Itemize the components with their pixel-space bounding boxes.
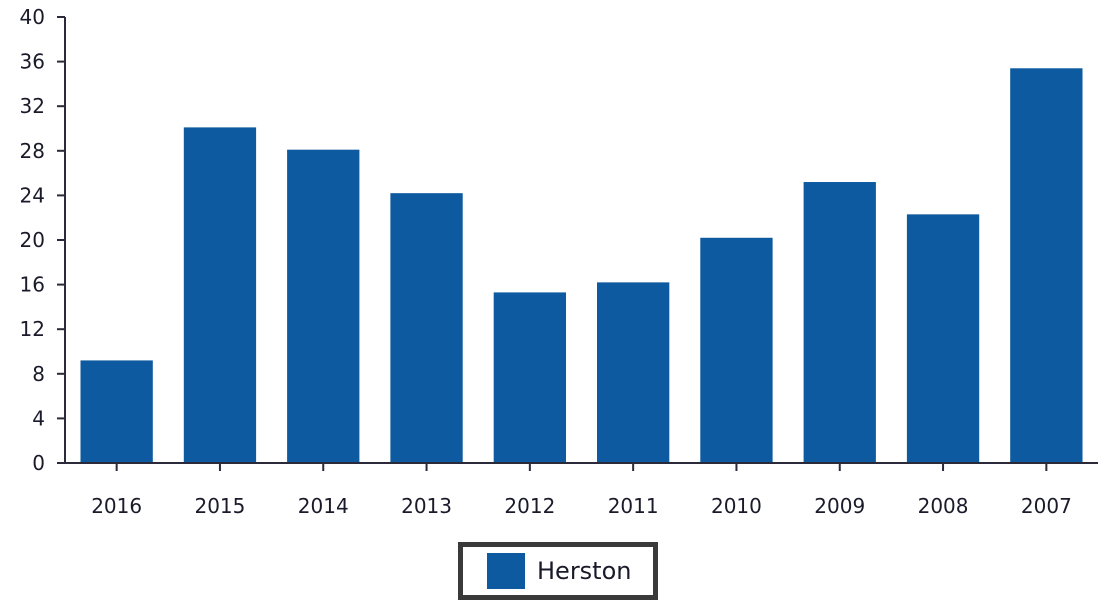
- y-axis-ticks: 0 4 8 12 16 20 24 28 32 36 40: [20, 5, 65, 475]
- x-tick-label-2011: 2011: [608, 494, 659, 518]
- y-tick-label: 28: [20, 139, 45, 163]
- legend: Herston: [458, 542, 658, 600]
- y-tick-label: 8: [32, 362, 45, 386]
- bar-2008: [906, 214, 980, 463]
- bar-2015: [183, 127, 257, 463]
- y-tick-label: 0: [32, 451, 45, 475]
- x-tick-label-2007: 2007: [1021, 494, 1072, 518]
- y-tick-label: 36: [20, 50, 45, 74]
- x-tick-label-2016: 2016: [91, 494, 142, 518]
- x-tick-label-2013: 2013: [401, 494, 452, 518]
- legend-label-herston: Herston: [537, 557, 632, 585]
- legend-swatch: [487, 553, 525, 589]
- bar-2016: [80, 360, 153, 463]
- bar-chart: 0 4 8 12 16 20 24 28 32 36 40 2016 2015 2014 2013 2012…: [20, 5, 1098, 518]
- x-axis-ticks: 2016 2015 2014 2013 2012 2011 2010 2009 2008 2007: [91, 463, 1072, 518]
- x-tick-label-2008: 2008: [918, 494, 969, 518]
- y-tick-label: 20: [20, 228, 45, 252]
- y-tick-label: 24: [20, 183, 45, 207]
- y-tick-label: 12: [20, 317, 45, 341]
- x-tick-label-2009: 2009: [814, 494, 865, 518]
- y-tick-label: 40: [20, 5, 45, 29]
- bar-2007: [1010, 68, 1083, 463]
- x-tick-label-2012: 2012: [504, 494, 555, 518]
- y-tick-label: 32: [20, 94, 45, 118]
- x-tick-label-2014: 2014: [298, 494, 349, 518]
- y-tick-label: 16: [20, 273, 45, 297]
- y-tick-label: 4: [32, 406, 45, 430]
- bar-2013: [390, 193, 463, 464]
- bars-group: [80, 68, 1083, 464]
- x-tick-label-2015: 2015: [194, 494, 245, 518]
- bar-2012: [493, 292, 567, 463]
- bar-2009: [803, 182, 876, 463]
- bar-2011: [596, 282, 670, 463]
- bar-2010: [700, 237, 773, 463]
- bar-2014: [287, 149, 360, 463]
- x-tick-label-2010: 2010: [711, 494, 762, 518]
